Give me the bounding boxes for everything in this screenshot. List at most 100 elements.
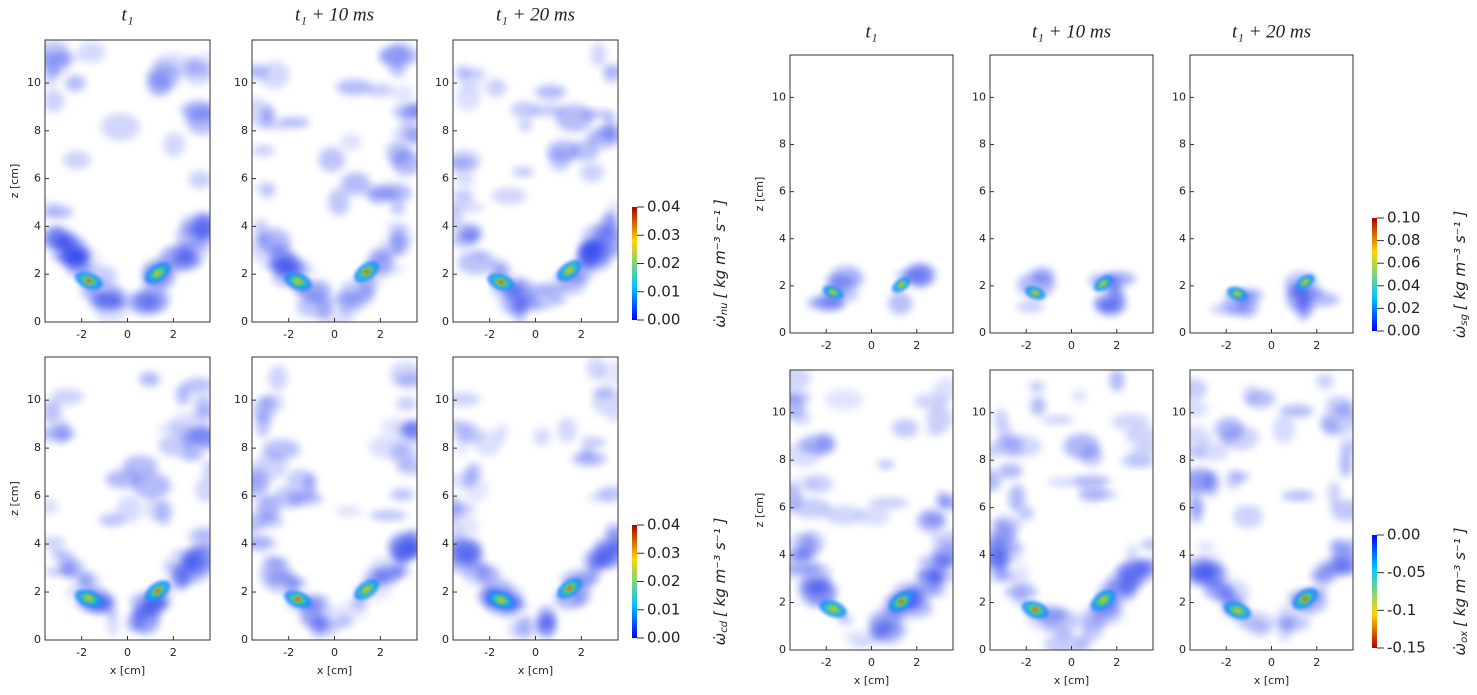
y-tick-label: 8 (241, 441, 248, 454)
field-hotspot (1302, 597, 1308, 601)
y-tick-label: 0 (442, 633, 449, 646)
colorbar-symbol: ω̇ (1451, 326, 1469, 339)
colorbar-tick-label: 0.01 (647, 600, 680, 618)
field-blob (1290, 288, 1324, 298)
y-tick-label: 6 (241, 172, 248, 185)
field-blob (607, 412, 618, 424)
y-tick-label: 0 (979, 326, 986, 339)
field-blob (286, 469, 316, 489)
field-blob (997, 463, 1023, 479)
field-blob (60, 229, 77, 255)
panel-title: t₁ (866, 21, 878, 42)
y-axis-label: z [cm] (753, 493, 766, 528)
field-blob (592, 388, 618, 416)
colorbar-tick-label: 0.00 (1387, 526, 1420, 544)
field-blob (1340, 438, 1353, 454)
field-blob (392, 84, 415, 104)
field-blob (548, 147, 571, 172)
field-blob (1236, 295, 1258, 317)
field-blob (195, 477, 210, 503)
field-blob (147, 62, 181, 90)
x-tick-label: -2 (283, 646, 294, 659)
field-blob (824, 389, 864, 410)
field-blob (605, 526, 618, 539)
field-blob (279, 117, 310, 128)
x-tick-label: 0 (331, 646, 338, 659)
y-tick-label: 10 (435, 76, 449, 89)
field-blob (1339, 449, 1353, 478)
field-blob (1336, 402, 1353, 420)
x-tick-label: 2 (1313, 656, 1320, 669)
field-blob (1077, 483, 1108, 503)
colorbar-unit: [ kg m⁻³ s⁻¹ ] (1451, 527, 1469, 626)
field-blob (843, 630, 877, 641)
field-blob (869, 497, 909, 509)
field-blob (45, 75, 57, 89)
x-tick-label: 2 (913, 656, 920, 669)
field-blob (139, 372, 160, 387)
field-blob (466, 462, 482, 479)
y-tick-label: 4 (1179, 232, 1186, 245)
x-tick-label: 2 (913, 339, 920, 352)
field-blob (453, 512, 480, 541)
field-blob (924, 427, 943, 437)
field-blob (183, 377, 210, 394)
field-blob (163, 132, 185, 158)
field-blob (261, 513, 284, 529)
x-tick-label: -2 (484, 328, 495, 341)
y-tick-label: 0 (34, 315, 41, 328)
colorbar-tick-label: -0.15 (1387, 639, 1426, 657)
field-blob (45, 40, 71, 68)
field-blob (589, 437, 606, 448)
colorbar-label: ω̇sg [ kg m⁻³ s⁻¹ ] (1451, 211, 1471, 339)
field-blob (296, 295, 334, 318)
field-blob (1330, 499, 1353, 522)
field-blob (512, 167, 535, 177)
field-blob (1316, 373, 1334, 390)
field-blob (318, 147, 346, 172)
x-tick-label: 0 (532, 328, 539, 341)
colorbar-label: ω̇nu [ kg m⁻³ s⁻¹ ] (711, 199, 731, 328)
field-blob (453, 423, 483, 444)
y-tick-label: 6 (34, 172, 41, 185)
field-blob (457, 250, 497, 275)
field-blob (453, 158, 471, 169)
field-blob (45, 65, 60, 80)
field-blob (1044, 632, 1083, 650)
x-tick-label: -2 (1221, 656, 1232, 669)
field-blob (557, 417, 577, 444)
y-tick-label: 10 (234, 76, 248, 89)
field-blob (1136, 558, 1153, 569)
field-hotspot (1031, 290, 1039, 296)
y-tick-label: 4 (979, 548, 986, 561)
field-blob (262, 439, 300, 460)
colorbar-unit: [ kg m⁻³ s⁻¹ ] (711, 199, 729, 298)
field-blob (1279, 404, 1314, 418)
x-tick-label: 2 (1313, 339, 1320, 352)
field-blob (132, 472, 172, 499)
field-blob (185, 55, 200, 78)
field-blob (50, 388, 84, 405)
field-hotspot (1233, 291, 1241, 296)
field-blob (1235, 618, 1274, 628)
y-tick-label: 6 (442, 489, 449, 502)
x-tick-label: 0 (331, 328, 338, 341)
field-blob (177, 571, 191, 588)
field-blob (77, 41, 106, 63)
field-hotspot (84, 595, 93, 602)
y-tick-label: 4 (442, 537, 449, 550)
field-blob (57, 550, 75, 574)
field-blob (926, 405, 953, 433)
field-blob (1041, 415, 1074, 425)
field-blob (579, 163, 605, 183)
field-blob (252, 145, 275, 157)
field-blob (495, 423, 508, 442)
y-tick-label: 2 (779, 279, 786, 292)
x-tick-label: -2 (76, 646, 87, 659)
field-blob (386, 140, 411, 165)
field-blob (255, 398, 285, 414)
field-hotspot (364, 270, 369, 274)
y-tick-label: 4 (34, 537, 41, 550)
field (453, 357, 618, 640)
field-blob (390, 200, 406, 216)
